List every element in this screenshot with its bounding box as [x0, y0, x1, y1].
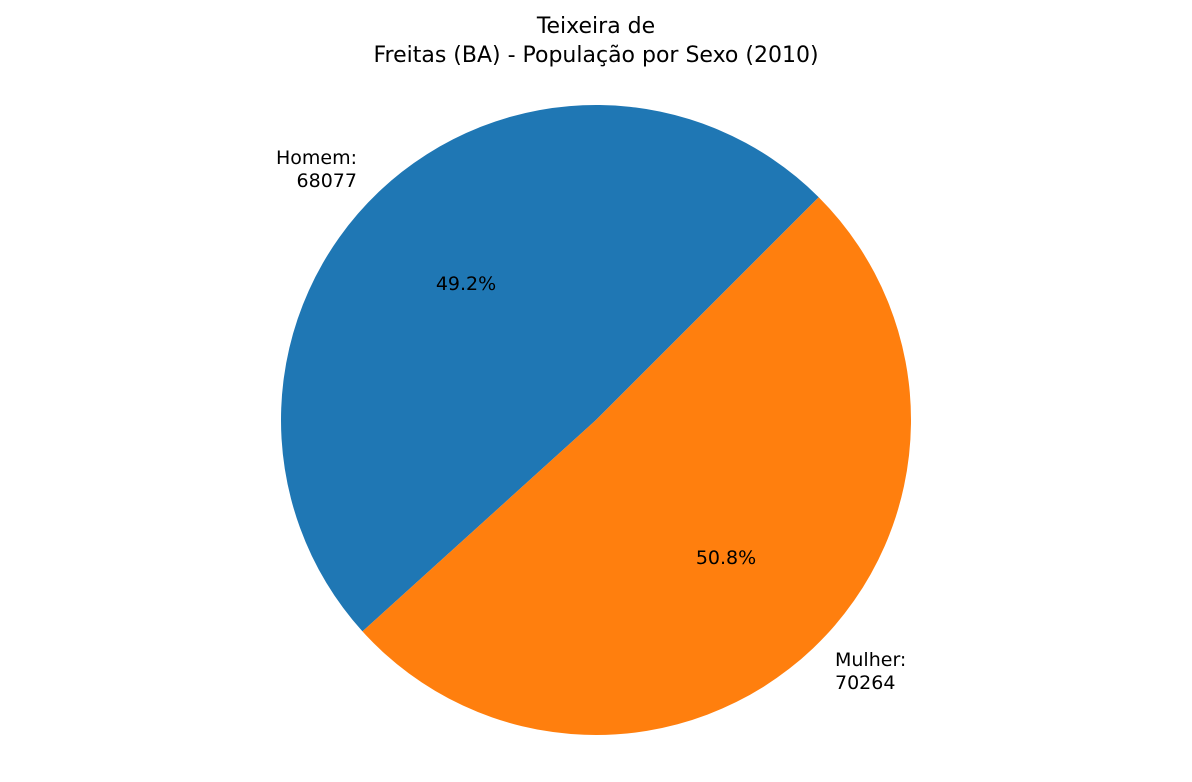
pie-percent-mulher: 50.8%	[696, 547, 756, 569]
pie-value-mulher: 70264	[835, 672, 895, 694]
chart-title-line-1: Teixeira de	[536, 14, 655, 39]
pie-label-homem: Homem:	[276, 147, 357, 169]
chart-title-line-2: Freitas (BA) - População por Sexo (2010)	[373, 43, 818, 68]
pie-label-mulher: Mulher:	[835, 649, 906, 671]
pie-percent-homem: 49.2%	[436, 273, 496, 295]
pie-slice-homem	[280, 104, 819, 632]
pie-value-homem: 68077	[297, 170, 357, 192]
pie-slice-mulher	[362, 197, 911, 735]
